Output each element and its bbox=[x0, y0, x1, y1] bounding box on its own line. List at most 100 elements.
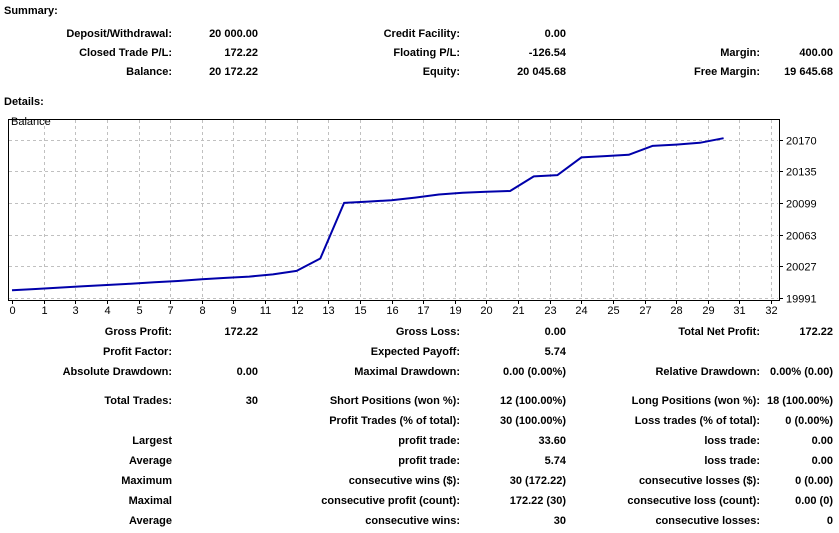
x-axis-label: 31 bbox=[733, 305, 745, 315]
balance-line bbox=[11, 137, 724, 292]
stat-label: Balance: bbox=[126, 66, 172, 78]
stat-label: Absolute Drawdown: bbox=[62, 366, 172, 378]
stat-row: Closed Trade P/L: 172.22 Floating P/L: -126… bbox=[0, 44, 839, 63]
stat-label: Deposit/Withdrawal: bbox=[66, 28, 172, 40]
details-table-profit: Gross Profit: 172.22 Gross Loss: 0.00 Total … bbox=[0, 322, 839, 382]
stat-label: Maximal Drawdown: bbox=[354, 366, 460, 378]
x-axis-label: 29 bbox=[702, 305, 714, 315]
x-axis-label: 13 bbox=[322, 305, 334, 315]
stat-row: Maximal consecutive profit (count): 172.22… bbox=[0, 491, 839, 511]
stat-value bbox=[172, 411, 258, 431]
stat-label: consecutive wins ($): bbox=[348, 475, 460, 487]
stat-value: 30 (100.00%) bbox=[499, 415, 566, 427]
stat-label: Long Positions (won %): bbox=[631, 395, 760, 407]
stat-value: 20 045.68 bbox=[517, 66, 566, 78]
x-axis-label: 0 bbox=[9, 305, 15, 315]
stat-row: Maximum consecutive wins ($): 30 (172.22) c… bbox=[0, 471, 839, 491]
stat-row: Profit Trades (% of total): 30 (100.00%) L… bbox=[0, 411, 839, 431]
chart-title: Balance bbox=[11, 116, 51, 128]
stat-value bbox=[172, 342, 258, 362]
stat-label: Expected Payoff: bbox=[370, 346, 460, 358]
x-axis-label: 20 bbox=[480, 305, 492, 315]
x-axis-label: 25 bbox=[607, 305, 619, 315]
stat-value bbox=[172, 471, 258, 491]
x-axis-label: 32 bbox=[765, 305, 777, 315]
y-axis-label: 20063 bbox=[786, 231, 817, 243]
y-axis-label: 20170 bbox=[786, 136, 817, 148]
stat-row: Profit Factor: Expected Payoff: 5.74 bbox=[0, 342, 839, 362]
x-axis-label: 27 bbox=[639, 305, 651, 315]
stat-label: consecutive profit (count): bbox=[321, 495, 460, 507]
summary-table: Deposit/Withdrawal: 20 000.00 Credit Facil… bbox=[0, 25, 839, 82]
stat-value: 172.22 (30) bbox=[509, 495, 566, 507]
x-axis-label: 17 bbox=[417, 305, 429, 315]
stat-label: Floating P/L: bbox=[393, 47, 460, 59]
stat-label bbox=[566, 25, 760, 44]
y-axis-label: 20135 bbox=[786, 167, 817, 179]
x-axis-label: 4 bbox=[104, 305, 110, 315]
stat-value: 0 (0.00%) bbox=[785, 415, 833, 427]
x-axis-label: 24 bbox=[575, 305, 587, 315]
y-axis-label: 20099 bbox=[786, 199, 817, 211]
stat-label: Margin: bbox=[720, 47, 760, 59]
stat-value bbox=[172, 451, 258, 471]
stat-value: 0 bbox=[826, 515, 833, 527]
stat-label: Total Trades: bbox=[104, 395, 172, 407]
stat-value: 20 000.00 bbox=[209, 28, 258, 40]
stat-label: loss trade: bbox=[704, 455, 760, 467]
stat-row: Deposit/Withdrawal: 20 000.00 Credit Facil… bbox=[0, 25, 839, 44]
stat-row: Total Trades: 30 Short Positions (won %): 1… bbox=[0, 391, 839, 411]
stat-value: -126.54 bbox=[528, 47, 566, 59]
stat-value: 0.00 bbox=[544, 326, 566, 338]
stat-value: 5.74 bbox=[544, 455, 566, 467]
x-axis-label: 12 bbox=[291, 305, 303, 315]
stat-value: 30 (172.22) bbox=[509, 475, 566, 487]
stat-label: Maximum bbox=[121, 475, 172, 487]
stat-value bbox=[172, 511, 258, 531]
stat-value: 0.00 (0) bbox=[795, 495, 833, 507]
x-axis-label: 19 bbox=[449, 305, 461, 315]
stat-label bbox=[0, 411, 172, 431]
y-axis-label: 19991 bbox=[786, 294, 817, 306]
y-axis-label: 20027 bbox=[786, 262, 817, 274]
x-axis-label: 16 bbox=[386, 305, 398, 315]
stat-row: Average profit trade: 5.74 loss trade: 0.00 bbox=[0, 451, 839, 471]
x-axis-label: 28 bbox=[670, 305, 682, 315]
stat-value: 20 172.22 bbox=[209, 66, 258, 78]
stat-value: 172.22 bbox=[799, 326, 833, 338]
stat-value: 0.00% (0.00) bbox=[770, 366, 833, 378]
x-axis-label: 8 bbox=[199, 305, 205, 315]
stat-row: Average consecutive wins: 30 consecutive lo… bbox=[0, 511, 839, 531]
stat-label: Closed Trade P/L: bbox=[79, 47, 172, 59]
x-axis-label: 15 bbox=[354, 305, 366, 315]
stat-value bbox=[760, 342, 833, 362]
stat-label: Average bbox=[128, 455, 172, 467]
details-table-trades: Total Trades: 30 Short Positions (won %): 1… bbox=[0, 391, 839, 431]
stat-label: Short Positions (won %): bbox=[329, 395, 460, 407]
stat-label: consecutive wins: bbox=[365, 515, 460, 527]
x-axis-label: 1 bbox=[41, 305, 47, 315]
stat-label: consecutive loss (count): bbox=[627, 495, 760, 507]
stat-value bbox=[172, 491, 258, 511]
stat-value: 18 (100.00%) bbox=[766, 395, 833, 407]
stat-label: Gross Profit: bbox=[104, 326, 172, 338]
stat-label: Credit Facility: bbox=[383, 28, 460, 40]
stat-label: Average bbox=[128, 515, 172, 527]
stat-label: Free Margin: bbox=[693, 66, 760, 78]
stat-label: Maximal bbox=[128, 495, 172, 507]
details-table-streaks: Largest profit trade: 33.60 loss trade: 0.00… bbox=[0, 431, 839, 531]
stat-value: 172.22 bbox=[224, 47, 258, 59]
stat-label bbox=[566, 342, 760, 362]
stat-label: Gross Loss: bbox=[395, 326, 460, 338]
stat-label: Total Net Profit: bbox=[678, 326, 760, 338]
x-axis-label: 21 bbox=[512, 305, 524, 315]
stat-label: Largest bbox=[132, 435, 172, 447]
x-axis-label: 11 bbox=[260, 305, 271, 315]
stat-value: 0.00 bbox=[236, 366, 258, 378]
details-heading: Details: bbox=[4, 96, 44, 108]
stat-value: 33.60 bbox=[538, 435, 566, 447]
stat-value bbox=[760, 25, 833, 44]
chart-frame bbox=[8, 119, 780, 301]
stat-row: Absolute Drawdown: 0.00 Maximal Drawdown: 0… bbox=[0, 362, 839, 382]
stat-label: Profit Trades (% of total): bbox=[329, 415, 460, 427]
